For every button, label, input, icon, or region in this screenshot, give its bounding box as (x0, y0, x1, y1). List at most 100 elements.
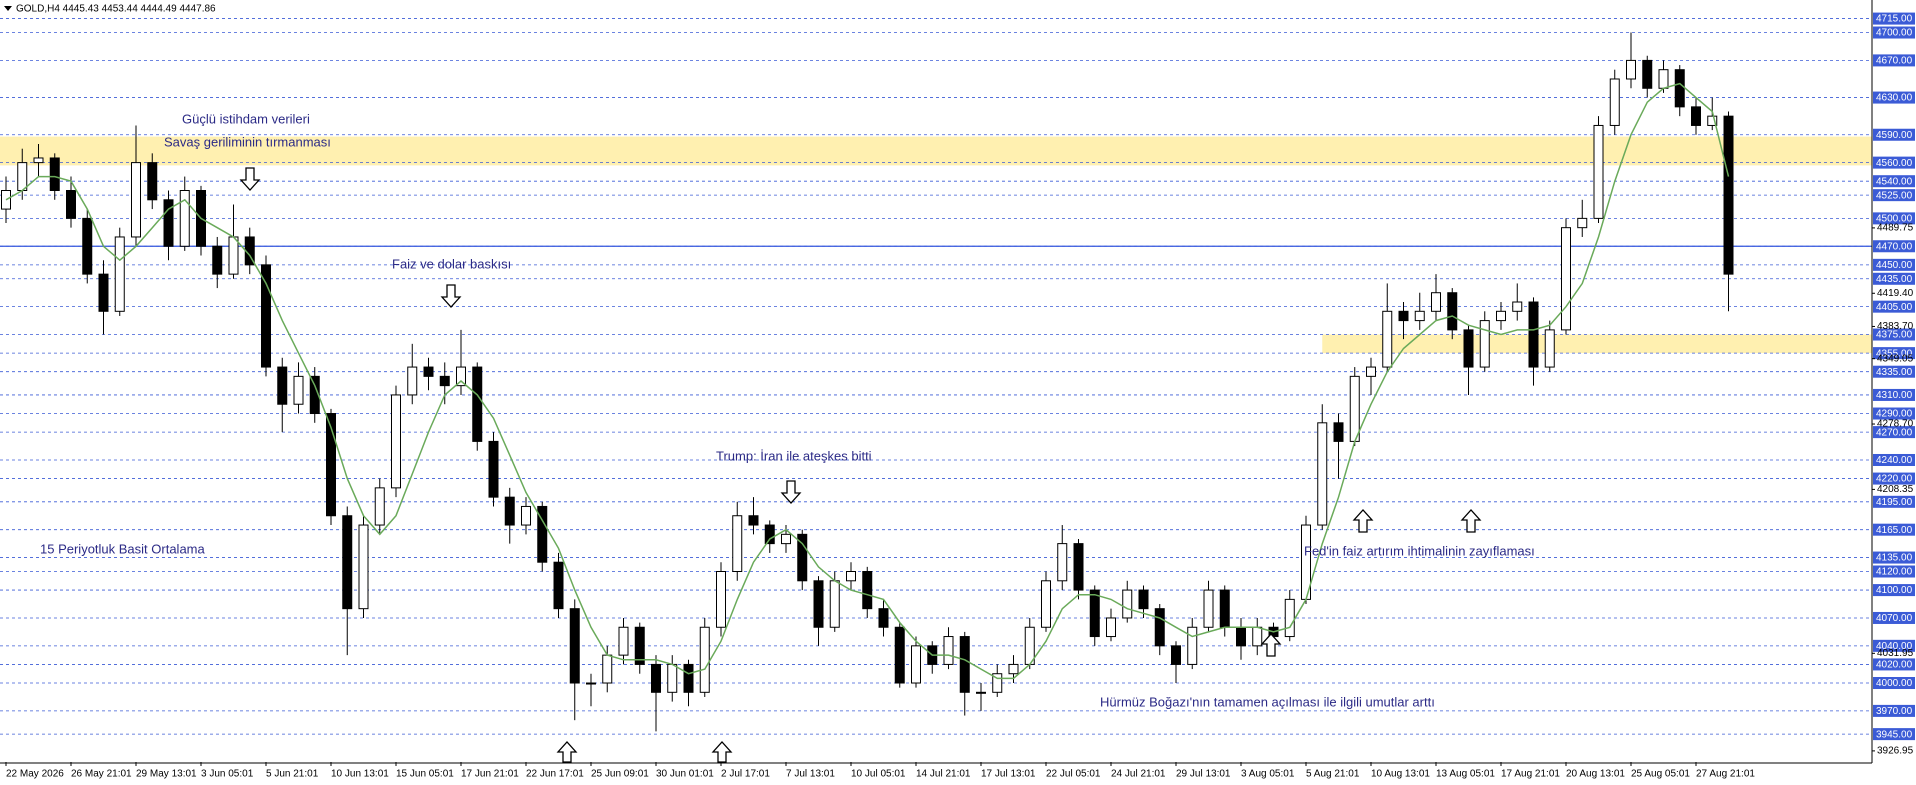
candle-body (911, 645, 921, 684)
level-label-bg (1873, 175, 1915, 188)
candle-body (163, 199, 174, 247)
up-arrow (556, 741, 578, 763)
candle-body (131, 162, 141, 238)
y-tick-label: 4208.35 (1877, 484, 1914, 495)
candle-body (862, 571, 873, 610)
candle-body (829, 580, 840, 628)
up-arrow (1260, 633, 1282, 657)
level-label: 4020.00 (1876, 660, 1913, 671)
level-label: 4355.00 (1876, 348, 1913, 359)
candle-body (602, 654, 613, 684)
candle-body (553, 561, 564, 610)
annotation: Faiz ve dolar baskısı (392, 256, 511, 271)
x-tick-label: 5 Jun 21:01 (266, 769, 319, 780)
level-label-bg (1873, 495, 1915, 508)
candle-body (1561, 227, 1571, 331)
annotation: Güçlü istihdam verileri (182, 111, 310, 126)
annotation: Trump: İran ile ateşkes bitti (716, 448, 872, 463)
level-label-bg (1873, 584, 1915, 597)
candle-body (748, 515, 759, 526)
candle-body (1073, 543, 1084, 591)
candle-body (732, 515, 743, 572)
candle-body (699, 626, 710, 693)
candle-body (488, 440, 499, 498)
zone (0, 136, 1872, 166)
candle-body (472, 366, 483, 442)
level-label: 4715.00 (1876, 14, 1913, 25)
candle-body (82, 217, 93, 275)
level-label-bg (1873, 189, 1915, 202)
candle-body (1658, 69, 1669, 89)
candle-body (1349, 375, 1360, 442)
candle-body (894, 626, 905, 684)
candle-body (1138, 589, 1149, 610)
up-arrow (711, 741, 733, 763)
x-tick-label: 10 Jun 13:01 (331, 769, 389, 780)
level-label: 4630.00 (1876, 93, 1913, 104)
x-tick-label: 10 Jul 05:01 (851, 769, 906, 780)
candle-body (1008, 663, 1019, 675)
candle-body (1496, 310, 1506, 322)
y-tick-label: 4031.95 (1877, 648, 1914, 659)
candle-body (1707, 115, 1718, 126)
candle-body (781, 533, 791, 545)
y-tick-label: 4383.70 (1877, 321, 1914, 332)
level-label: 4335.00 (1876, 367, 1913, 378)
zone (1322, 334, 1872, 354)
candle-body (1219, 589, 1230, 628)
candle-body (358, 524, 369, 610)
annotation: Hürmüz Boğazı'nın tamamen açılması ile i… (1100, 694, 1435, 709)
candle-body (1203, 589, 1214, 628)
level-label: 4470.00 (1876, 241, 1913, 252)
candle-body (1447, 292, 1458, 331)
x-tick-label: 25 Aug 05:01 (1631, 769, 1690, 780)
level-label-bg (1873, 472, 1915, 485)
candle-body (959, 636, 970, 693)
level-label: 4070.00 (1876, 613, 1913, 624)
candle-body (1333, 422, 1344, 442)
candle-body (1642, 59, 1653, 89)
level-label: 4670.00 (1876, 56, 1913, 67)
level-label: 4435.00 (1876, 274, 1913, 285)
candle-body (342, 515, 353, 610)
header: GOLD,H4 4445.43 4453.44 4444.49 4447.86 (16, 4, 216, 15)
annotation: Fed'in faiz artırım ihtimalinin zayıflam… (1304, 543, 1535, 558)
level-label-bg (1873, 551, 1915, 564)
candle-body (66, 190, 76, 219)
candle-body (1609, 78, 1620, 126)
axis: 4715.00 4700.00 4670.00 4630.00 4590.00 4560.… (5, 12, 1915, 780)
x-tick-label: 7 Jul 13:01 (786, 769, 835, 780)
annotation: Savaş geriliminin tırmanması (164, 134, 331, 149)
level-label: 4165.00 (1876, 525, 1913, 536)
level-label-bg (1873, 212, 1915, 225)
candle-body (1122, 589, 1133, 619)
candle-body (1041, 580, 1051, 628)
x-tick-label: 24 Jul 21:01 (1111, 769, 1166, 780)
level-label-bg (1873, 677, 1915, 690)
header-icon (4, 6, 12, 11)
level-label-bg (1873, 365, 1915, 378)
candle-body (976, 691, 986, 694)
level-label-bg (1873, 728, 1915, 741)
candle-body (992, 673, 1003, 693)
candle-body (1106, 617, 1116, 638)
candle-body (1431, 292, 1441, 312)
level-label: 4540.00 (1876, 176, 1913, 187)
candle-body (391, 394, 401, 489)
level-label-bg (1873, 658, 1915, 671)
candle-body (1626, 59, 1636, 80)
level-label-bg (1873, 91, 1915, 104)
up-arrow (1460, 509, 1482, 533)
grid (0, 18, 1872, 735)
candle-body (1723, 115, 1734, 275)
x-tick-label: 29 May 13:01 (136, 769, 197, 780)
candle-body (1382, 310, 1393, 368)
level-label: 4560.00 (1876, 158, 1913, 169)
candle-body (1414, 310, 1425, 322)
x-tick-label: 22 Jul 05:01 (1046, 769, 1101, 780)
candle-body (1544, 329, 1555, 368)
candle-body (1187, 626, 1198, 665)
level-label-bg (1873, 156, 1915, 169)
level-label-bg (1873, 300, 1915, 313)
